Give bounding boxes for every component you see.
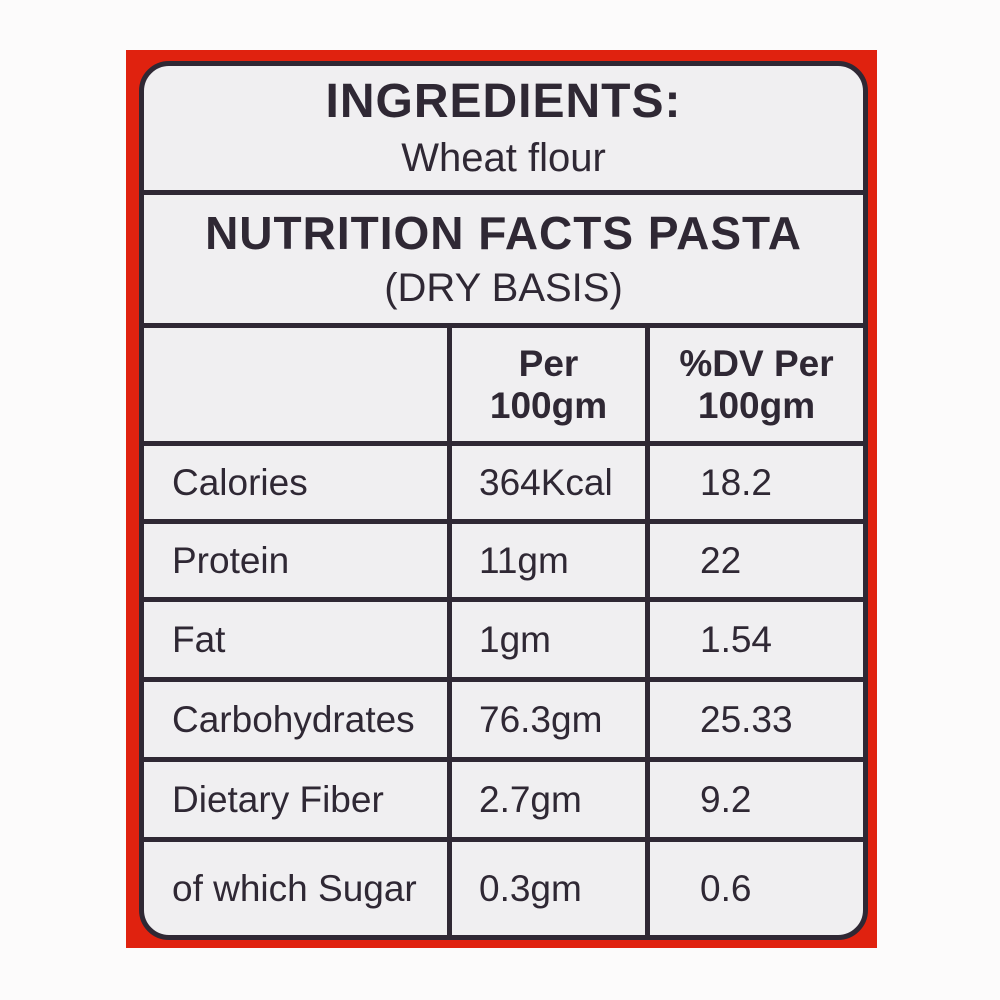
ingredients-section: INGREDIENTS: Wheat flour bbox=[144, 66, 863, 195]
row-carbohydrates-per: 76.3gm bbox=[452, 682, 650, 762]
header-dv-line2: 100gm bbox=[697, 384, 816, 426]
header-dv-per-100gm: %DV Per 100gm bbox=[650, 328, 863, 446]
row-carbohydrates-name: Carbohydrates bbox=[144, 682, 452, 762]
nutrition-label-panel: INGREDIENTS: Wheat flour NUTRITION FACTS… bbox=[139, 61, 868, 940]
row-sugar-name: of which Sugar bbox=[144, 842, 452, 935]
row-fat-name: Fat bbox=[144, 602, 452, 682]
nutrition-title-section: NUTRITION FACTS PASTA (DRY BASIS) bbox=[144, 195, 863, 328]
row-protein-name: Protein bbox=[144, 524, 452, 602]
row-fat-dv: 1.54 bbox=[650, 602, 863, 682]
ingredients-heading: INGREDIENTS: bbox=[325, 74, 682, 128]
row-dietary-fiber-per: 2.7gm bbox=[452, 762, 650, 842]
header-per-line1: Per bbox=[518, 343, 579, 385]
header-per-100gm: Per 100gm bbox=[452, 328, 650, 446]
nutrition-subtitle: (DRY BASIS) bbox=[384, 266, 623, 311]
row-sugar-dv: 0.6 bbox=[700, 867, 752, 909]
row-dietary-fiber-dv: 9.2 bbox=[650, 762, 863, 842]
row-carbohydrates-dv: 25.33 bbox=[650, 682, 863, 762]
row-dietary-fiber-name: Dietary Fiber bbox=[144, 762, 452, 842]
header-item-cell bbox=[144, 328, 452, 446]
row-protein-per: 11gm bbox=[452, 524, 650, 602]
nutrition-title: NUTRITION FACTS PASTA bbox=[205, 206, 802, 259]
header-per-line2: 100gm bbox=[489, 384, 608, 426]
ingredients-value: Wheat flour bbox=[401, 136, 606, 181]
red-label-background: INGREDIENTS: Wheat flour NUTRITION FACTS… bbox=[126, 50, 877, 948]
row-calories-per: 364Kcal bbox=[452, 446, 650, 524]
nutrition-table: Per 100gm %DV Per 100gm Calories 364Kcal… bbox=[144, 328, 863, 935]
row-sugar-per: 0.3gm bbox=[452, 842, 650, 935]
row-protein-dv: 22 bbox=[650, 524, 863, 602]
header-dv-line1: %DV Per bbox=[679, 343, 834, 385]
row-calories-dv: 18.2 bbox=[650, 446, 863, 524]
row-fat-per: 1gm bbox=[452, 602, 650, 682]
row-calories-name: Calories bbox=[144, 446, 452, 524]
